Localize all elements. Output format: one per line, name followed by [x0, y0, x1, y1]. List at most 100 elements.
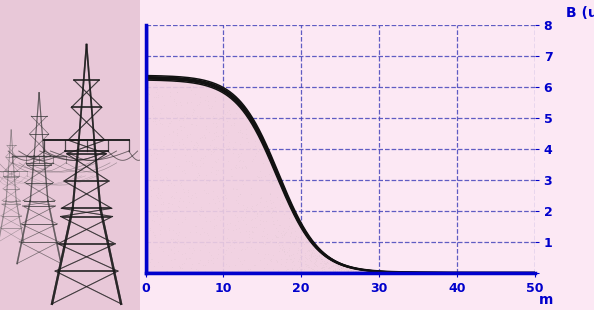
Point	[489, 270, 498, 275]
Point	[254, 250, 263, 255]
Point	[229, 121, 238, 126]
Point	[385, 269, 394, 274]
Point	[227, 237, 236, 242]
Point	[412, 270, 422, 275]
Point	[466, 270, 476, 275]
Point	[479, 270, 488, 275]
Point	[377, 269, 387, 274]
Point	[378, 270, 387, 275]
Point	[435, 270, 444, 275]
Point	[252, 225, 261, 230]
Point	[481, 270, 490, 275]
Point	[326, 265, 335, 270]
Point	[371, 270, 380, 275]
Point	[511, 270, 520, 275]
Point	[428, 270, 437, 275]
Point	[264, 179, 273, 184]
Point	[476, 270, 485, 275]
Point	[371, 270, 381, 275]
Point	[270, 221, 279, 226]
Point	[166, 247, 175, 252]
Point	[157, 264, 166, 269]
Point	[386, 270, 395, 275]
Point	[308, 270, 317, 275]
Point	[287, 265, 297, 270]
Point	[286, 229, 295, 234]
Point	[320, 261, 330, 266]
Point	[323, 261, 333, 266]
Point	[368, 268, 377, 273]
Point	[192, 102, 202, 107]
Point	[374, 270, 383, 275]
Point	[303, 270, 312, 275]
Point	[498, 270, 508, 275]
Point	[444, 270, 454, 275]
Point	[295, 248, 305, 253]
Point	[381, 270, 391, 275]
Point	[352, 269, 361, 274]
Point	[292, 250, 302, 255]
Point	[239, 207, 248, 212]
Point	[298, 237, 308, 241]
Point	[515, 270, 525, 275]
Point	[260, 251, 270, 256]
Point	[525, 270, 534, 275]
Point	[157, 211, 167, 216]
Point	[332, 268, 342, 273]
Point	[420, 270, 429, 275]
Point	[416, 270, 426, 275]
Point	[151, 193, 160, 198]
Point	[188, 251, 197, 256]
Point	[472, 270, 482, 275]
Point	[479, 270, 488, 275]
Point	[503, 270, 513, 275]
Point	[217, 195, 226, 200]
Point	[477, 270, 486, 275]
Point	[217, 114, 226, 119]
Point	[230, 237, 240, 242]
Point	[284, 253, 293, 258]
Point	[171, 102, 181, 107]
Point	[478, 270, 487, 275]
Point	[280, 191, 290, 196]
Point	[459, 270, 468, 275]
Point	[271, 234, 281, 239]
Point	[476, 270, 486, 275]
Point	[246, 217, 255, 222]
Point	[437, 270, 447, 275]
Point	[437, 270, 447, 275]
Point	[371, 270, 380, 275]
Point	[169, 237, 178, 242]
Point	[161, 174, 170, 179]
Point	[454, 270, 464, 275]
Point	[312, 246, 321, 251]
Point	[518, 270, 527, 275]
Point	[161, 162, 170, 166]
Point	[416, 270, 425, 275]
Point	[271, 240, 281, 245]
Point	[483, 270, 492, 275]
Point	[296, 240, 305, 245]
Point	[144, 92, 154, 97]
Text: B (uT): B (uT)	[565, 6, 594, 20]
Point	[329, 268, 339, 273]
Point	[148, 111, 157, 116]
Point	[375, 270, 384, 275]
Point	[522, 270, 532, 275]
Point	[321, 264, 330, 269]
Point	[211, 145, 221, 150]
Point	[214, 116, 223, 121]
Point	[252, 212, 262, 217]
Point	[481, 270, 490, 275]
Point	[356, 268, 366, 273]
Point	[344, 267, 353, 272]
Point	[489, 270, 499, 275]
Point	[397, 270, 407, 275]
Point	[301, 251, 310, 256]
Point	[341, 264, 350, 268]
Point	[462, 270, 472, 275]
Point	[397, 270, 406, 275]
Point	[508, 270, 517, 275]
Point	[292, 216, 302, 221]
Point	[295, 240, 305, 245]
